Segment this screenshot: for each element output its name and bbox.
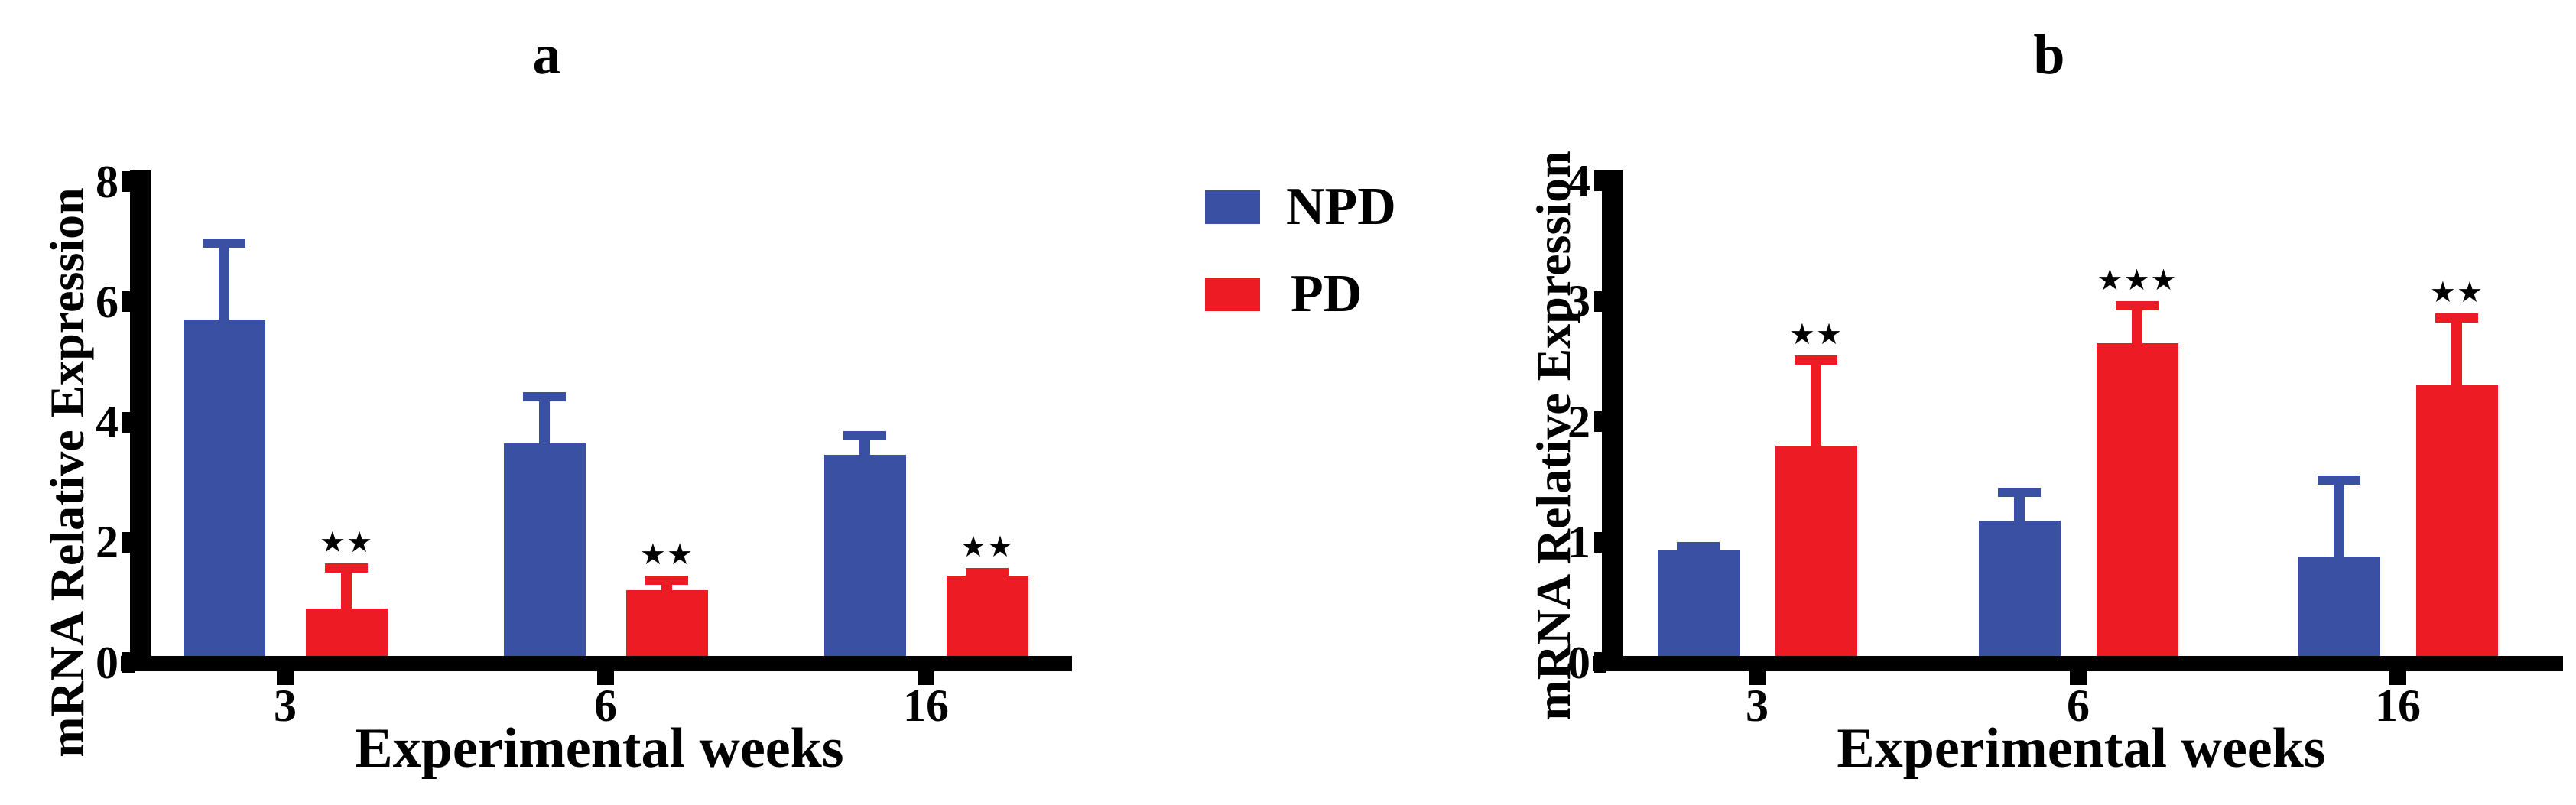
error-line-a-NPD-week3 bbox=[219, 239, 229, 325]
sig-stars-b-week16: ★★ bbox=[2429, 274, 2484, 309]
error-cap-b-NPD-week16 bbox=[2318, 476, 2360, 485]
bar-a-NPD-week3 bbox=[183, 320, 265, 670]
x-tick-label-b-week16: 16 bbox=[2375, 680, 2421, 731]
bar-b-NPD-week16 bbox=[2298, 556, 2380, 670]
y-tick-label-b-0: 0 bbox=[1567, 637, 1590, 688]
panel-b-title: b bbox=[2033, 24, 2065, 86]
error-line-b-NPD-week16 bbox=[2334, 476, 2344, 561]
x-tick-b-week3 bbox=[1749, 670, 1766, 685]
error-line-a-PD-week3 bbox=[341, 563, 352, 613]
panel-a-title: a bbox=[532, 24, 561, 86]
legend-swatch-npd bbox=[1205, 190, 1260, 224]
error-cap-a-NPD-week3 bbox=[203, 239, 245, 248]
error-cap-b-NPD-week3 bbox=[1677, 542, 1720, 551]
error-cap-a-PD-week16 bbox=[966, 568, 1009, 578]
x-tick-label-b-week3: 3 bbox=[1746, 680, 1769, 731]
y-tick-label-b-1: 1 bbox=[1567, 517, 1590, 567]
x-tick-a-week6 bbox=[597, 670, 614, 685]
bar-b-PD-week6 bbox=[2096, 343, 2178, 670]
y-tick-b-3 bbox=[1594, 291, 1606, 312]
y-tick-a-6 bbox=[122, 291, 135, 313]
bar-b-NPD-week6 bbox=[1978, 520, 2061, 670]
y-tick-label-a-6: 6 bbox=[96, 276, 119, 327]
error-cap-a-NPD-week16 bbox=[843, 430, 886, 440]
x-axis-a bbox=[121, 656, 1072, 671]
sig-stars-a-week3: ★★ bbox=[319, 524, 374, 559]
error-line-b-PD-week6 bbox=[2132, 301, 2142, 349]
x-tick-label-a-week3: 3 bbox=[274, 680, 297, 731]
legend-label-pd: PD bbox=[1291, 265, 1363, 323]
error-line-a-NPD-week6 bbox=[539, 391, 550, 448]
x-tick-a-week3 bbox=[277, 670, 294, 685]
error-cap-b-NPD-week6 bbox=[1998, 488, 2041, 498]
y-tick-label-a-0: 0 bbox=[96, 637, 119, 688]
y-tick-b-1 bbox=[1594, 531, 1606, 553]
bar-b-NPD-week3 bbox=[1657, 550, 1740, 670]
sig-stars-b-week6: ★★★ bbox=[2097, 263, 2178, 297]
error-cap-b-PD-week16 bbox=[2435, 313, 2478, 323]
legend-swatch-pd bbox=[1205, 278, 1260, 311]
bar-a-NPD-week16 bbox=[823, 455, 906, 670]
x-tick-label-a-week16: 16 bbox=[903, 680, 949, 731]
x-tick-a-week16 bbox=[918, 670, 934, 685]
error-line-b-NPD-week6 bbox=[2014, 488, 2025, 525]
error-cap-b-PD-week3 bbox=[1795, 355, 1837, 365]
error-cap-a-PD-week3 bbox=[325, 563, 368, 573]
y-tick-label-b-2: 2 bbox=[1567, 396, 1590, 447]
legend-label-npd: NPD bbox=[1286, 177, 1396, 236]
y-tick-label-b-4: 4 bbox=[1567, 155, 1590, 206]
y-tick-label-b-3: 3 bbox=[1567, 276, 1590, 326]
bar-a-PD-week16 bbox=[946, 575, 1028, 670]
error-cap-b-PD-week6 bbox=[2116, 301, 2159, 310]
legend: NPD PD bbox=[1205, 177, 1450, 323]
x-tick-b-week6 bbox=[2070, 670, 2087, 685]
x-tick-b-week16 bbox=[2389, 670, 2406, 685]
bar-a-NPD-week6 bbox=[503, 443, 586, 670]
error-line-b-PD-week16 bbox=[2451, 313, 2462, 391]
error-cap-a-PD-week6 bbox=[645, 575, 688, 585]
bar-b-PD-week3 bbox=[1775, 446, 1857, 670]
bar-b-PD-week16 bbox=[2415, 385, 2498, 670]
y-tick-a-8 bbox=[122, 171, 135, 193]
y-tick-a-2 bbox=[122, 531, 135, 553]
sig-stars-b-week3: ★★ bbox=[1788, 316, 1843, 351]
x-tick-label-b-week6: 6 bbox=[2067, 680, 2090, 731]
panel-a-x-axis-label: Experimental weeks bbox=[355, 717, 844, 780]
x-tick-label-a-week6: 6 bbox=[594, 680, 617, 731]
sig-stars-a-week6: ★★ bbox=[639, 537, 694, 571]
y-tick-b-4 bbox=[1594, 170, 1606, 191]
y-tick-a-4 bbox=[122, 411, 135, 433]
panel-b-x-axis-label: Experimental weeks bbox=[1837, 717, 2326, 780]
error-cap-a-NPD-week6 bbox=[523, 391, 566, 401]
y-tick-label-a-8: 8 bbox=[96, 156, 119, 207]
y-tick-b-2 bbox=[1594, 411, 1606, 432]
y-tick-label-a-2: 2 bbox=[96, 517, 119, 568]
x-axis-b bbox=[1593, 656, 2563, 671]
sig-stars-a-week16: ★★ bbox=[960, 530, 1015, 564]
error-line-b-PD-week3 bbox=[1811, 355, 1821, 450]
y-tick-label-a-4: 4 bbox=[96, 397, 119, 448]
